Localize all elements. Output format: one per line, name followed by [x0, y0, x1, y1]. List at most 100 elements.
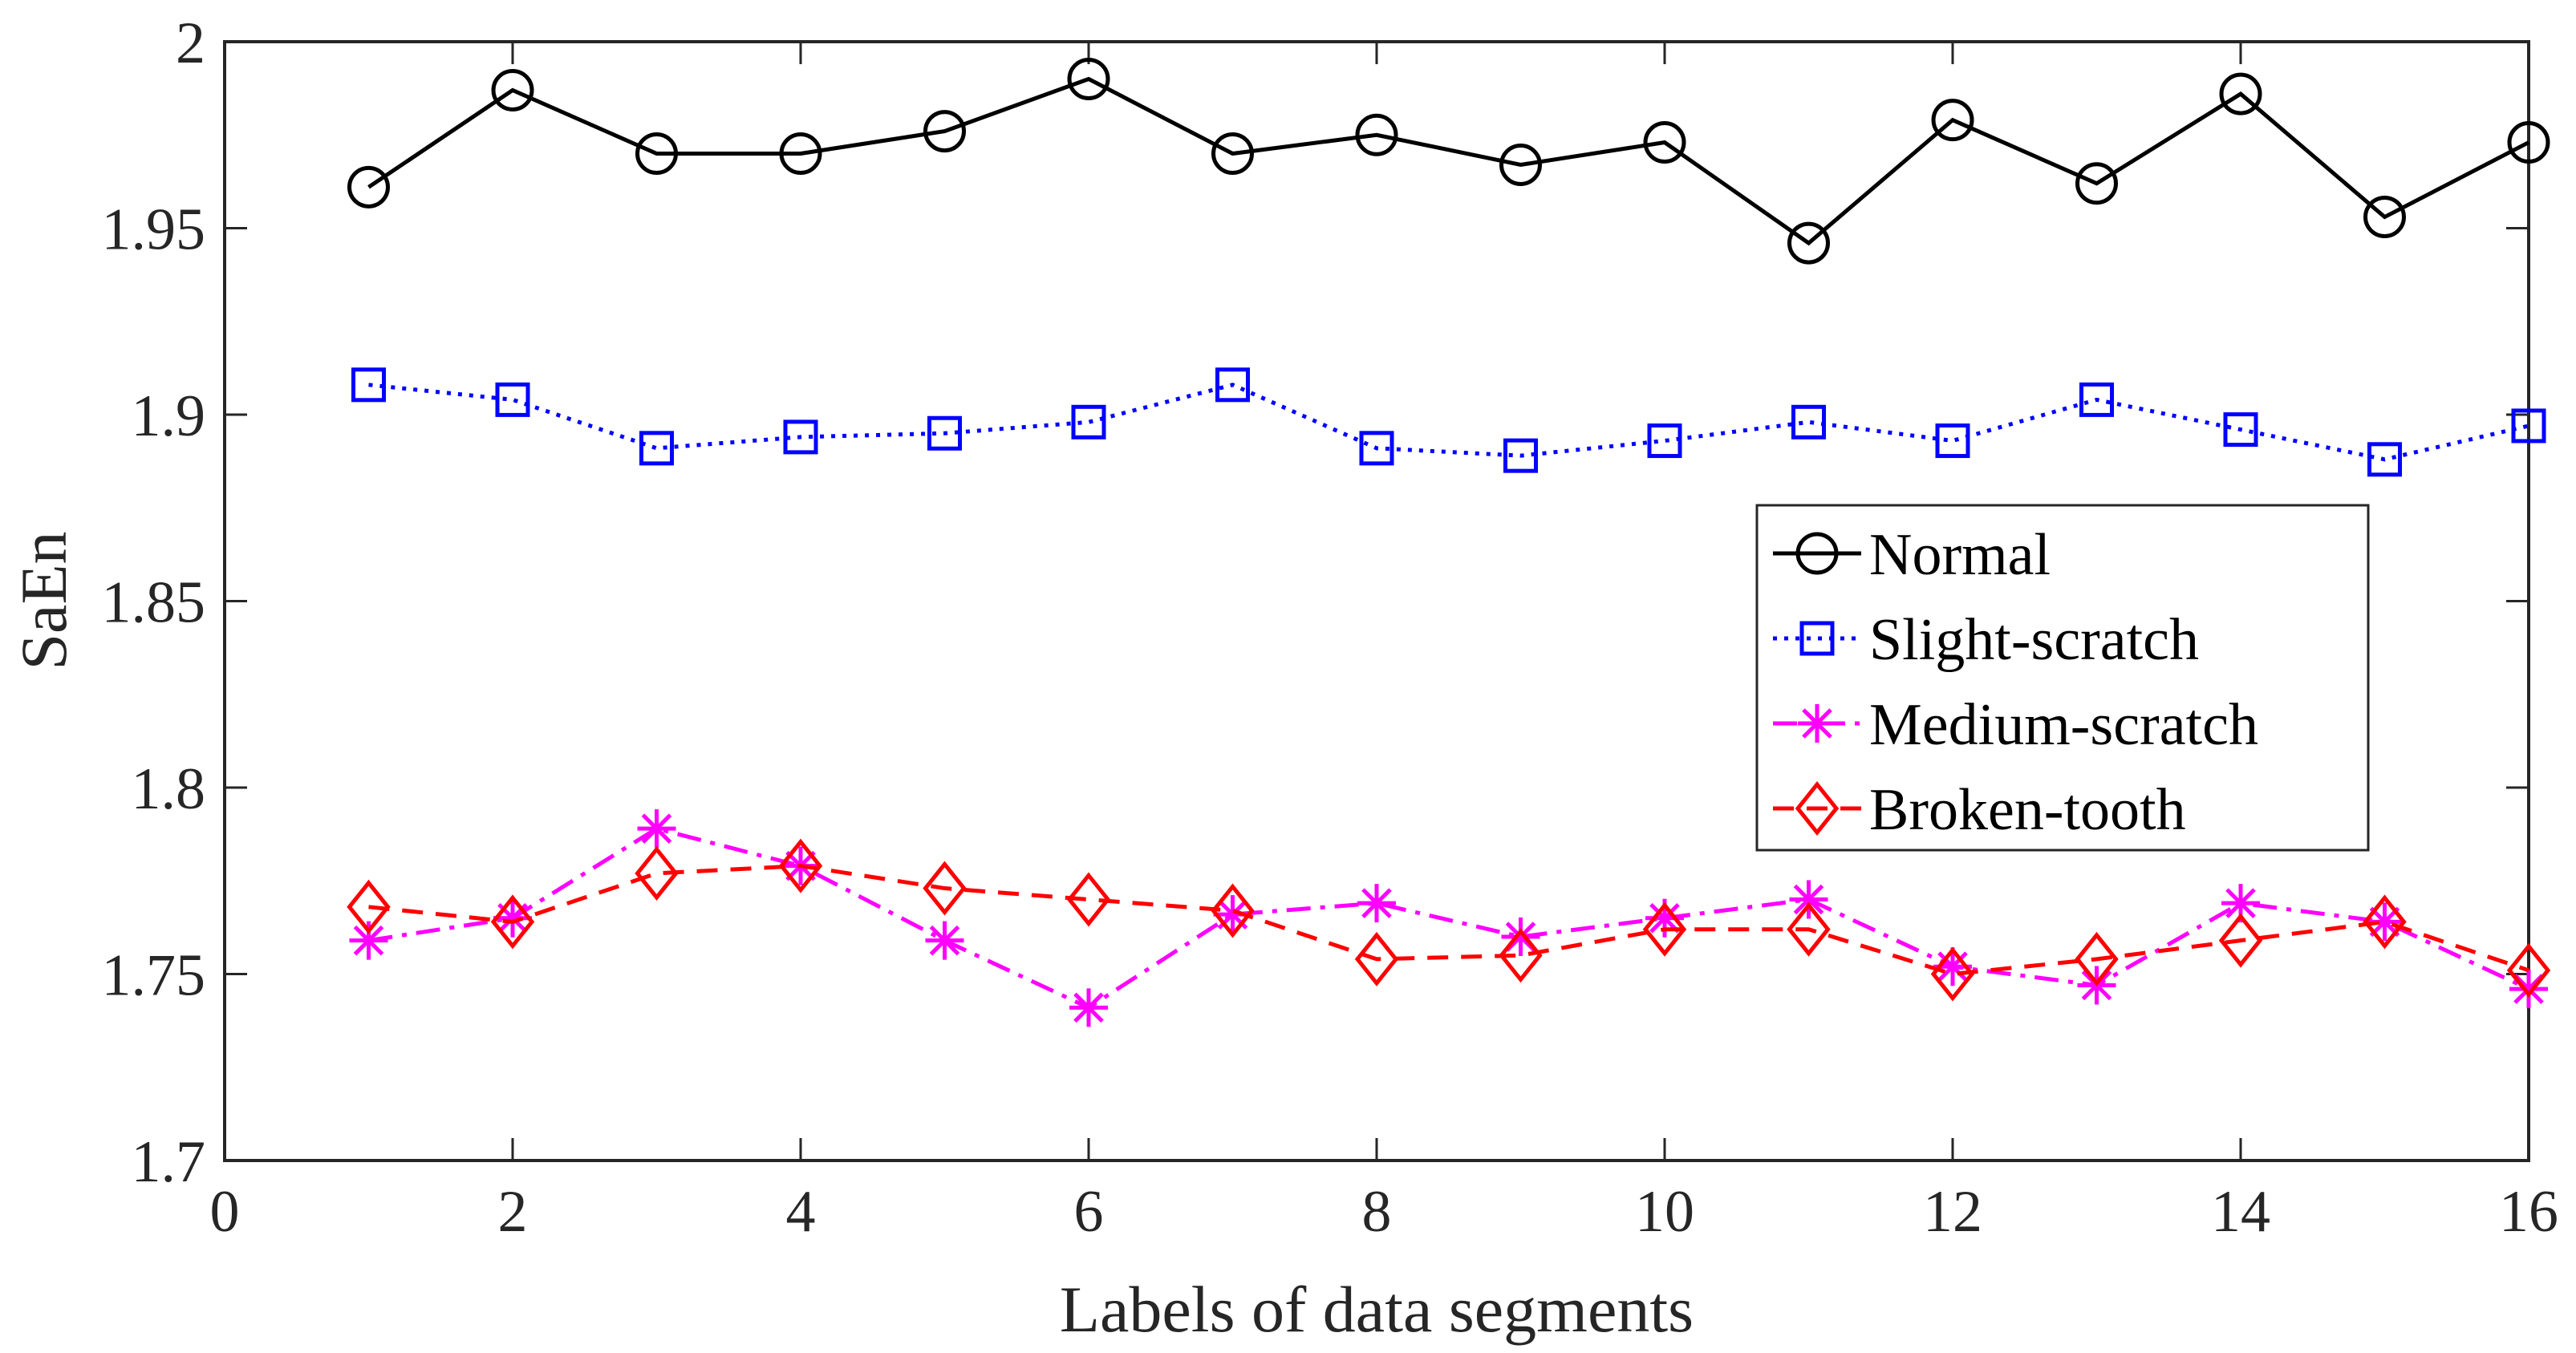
data-point: [347, 165, 390, 209]
data-point: [2511, 408, 2546, 444]
data-point: [2509, 970, 2548, 1009]
data-point: [2221, 884, 2260, 923]
data-point: [927, 415, 962, 451]
legend-box: [1755, 504, 2370, 852]
data-point: [1499, 928, 1543, 983]
data-point: [2219, 72, 2262, 115]
y-tick-label: 1.85: [102, 570, 206, 636]
data-point: [2079, 382, 2114, 417]
data-point: [2367, 442, 2402, 477]
data-point: [2365, 902, 2404, 942]
data-point: [1931, 99, 1974, 142]
legend-label: Normal: [1869, 522, 2051, 588]
legend-marker: [1795, 532, 1839, 575]
y-axis-label: SaEn: [7, 531, 80, 670]
data-point: [2507, 121, 2550, 164]
data-point: [2075, 931, 2119, 986]
data-point: [2506, 942, 2551, 998]
x-tick-label: 16: [2499, 1179, 2558, 1245]
data-point: [1211, 883, 1255, 938]
data-point: [925, 921, 964, 960]
data-point: [1787, 221, 1830, 265]
data-point: [1935, 423, 1970, 459]
data-point: [2363, 196, 2406, 239]
x-tick-label: 6: [1074, 1179, 1104, 1245]
data-point: [349, 921, 388, 960]
data-point: [1645, 898, 1684, 938]
data-point: [1355, 113, 1398, 156]
data-point: [1357, 884, 1396, 923]
data-point: [1066, 872, 1111, 927]
x-tick-label: 12: [1923, 1179, 1982, 1245]
data-point: [1067, 58, 1110, 100]
y-tick-label: 2: [176, 10, 205, 76]
x-tick-label: 14: [2211, 1179, 2270, 1245]
data-point: [1791, 404, 1826, 440]
data-point: [778, 838, 823, 893]
legend: Normal Slight-scratch Medium-scratch Broken…: [1755, 504, 2370, 852]
data-point: [2223, 412, 2258, 448]
legend-marker: [1795, 780, 1840, 837]
data-point: [1933, 947, 1972, 986]
data-point: [1215, 367, 1250, 403]
data-point: [347, 879, 391, 934]
data-point: [1499, 143, 1542, 186]
data-point: [1501, 918, 1540, 956]
data-point: [491, 68, 534, 111]
data-point: [1930, 946, 1975, 1002]
legend-label: Medium-scratch: [1869, 692, 2258, 758]
data-point: [1359, 431, 1394, 466]
y-tick-label: 1.7: [132, 1129, 206, 1195]
legend-marker: [1799, 621, 1835, 656]
legend-marker: [1798, 704, 1836, 743]
data-point: [923, 110, 966, 153]
series-line: [367, 76, 2530, 246]
data-point: [779, 132, 822, 175]
data-point: [1213, 895, 1252, 934]
data-point: [2363, 894, 2407, 950]
data-point: [493, 898, 532, 938]
series-slight-scratch: [351, 367, 2546, 477]
y-tick-label: 1.75: [102, 943, 206, 1009]
x-tick-label: 4: [786, 1179, 816, 1245]
y-axis-ticks: 1.7 1.75 1.8 1.85 1.9 1.95 2: [102, 10, 2529, 1195]
data-point: [635, 132, 678, 175]
legend-label: Broken-tooth: [1869, 777, 2186, 843]
data-point: [1643, 121, 1686, 164]
data-point: [1503, 438, 1538, 473]
legend-label: Slight-scratch: [1869, 607, 2199, 673]
x-tick-label: 8: [1362, 1179, 1392, 1245]
data-point: [1787, 901, 1831, 957]
series-broken-tooth: [347, 838, 2551, 1002]
x-tick-label: 2: [498, 1179, 528, 1245]
data-point: [637, 809, 676, 849]
x-axis-label: Labels of data segments: [1060, 1273, 1694, 1346]
data-point: [351, 367, 386, 403]
y-tick-label: 1.9: [132, 383, 206, 449]
x-axis-ticks: 0 2 4 6 8 10 12 14 16: [210, 42, 2558, 1245]
series-line: [368, 864, 2529, 977]
data-point: [2218, 913, 2263, 968]
series-normal: [347, 58, 2550, 265]
series-medium-scratch: [349, 809, 2548, 1027]
data-point: [1354, 931, 1399, 986]
data-point: [783, 419, 818, 455]
data-point: [495, 382, 530, 417]
data-point: [923, 861, 967, 916]
x-tick-label: 0: [210, 1179, 240, 1245]
data-point: [635, 845, 679, 901]
data-point: [1211, 132, 1254, 175]
data-point: [639, 431, 674, 466]
y-tick-label: 1.8: [132, 756, 206, 822]
data-point: [2075, 162, 2118, 205]
series-line: [368, 826, 2530, 1011]
data-point: [490, 894, 535, 950]
data-point: [1069, 988, 1108, 1027]
series-layer: [347, 58, 2551, 1027]
data-point: [1647, 423, 1682, 459]
data-point: [1071, 404, 1106, 440]
x-tick-label: 10: [1635, 1179, 1694, 1245]
data-point: [1642, 901, 1687, 957]
y-tick-label: 1.95: [102, 197, 206, 263]
